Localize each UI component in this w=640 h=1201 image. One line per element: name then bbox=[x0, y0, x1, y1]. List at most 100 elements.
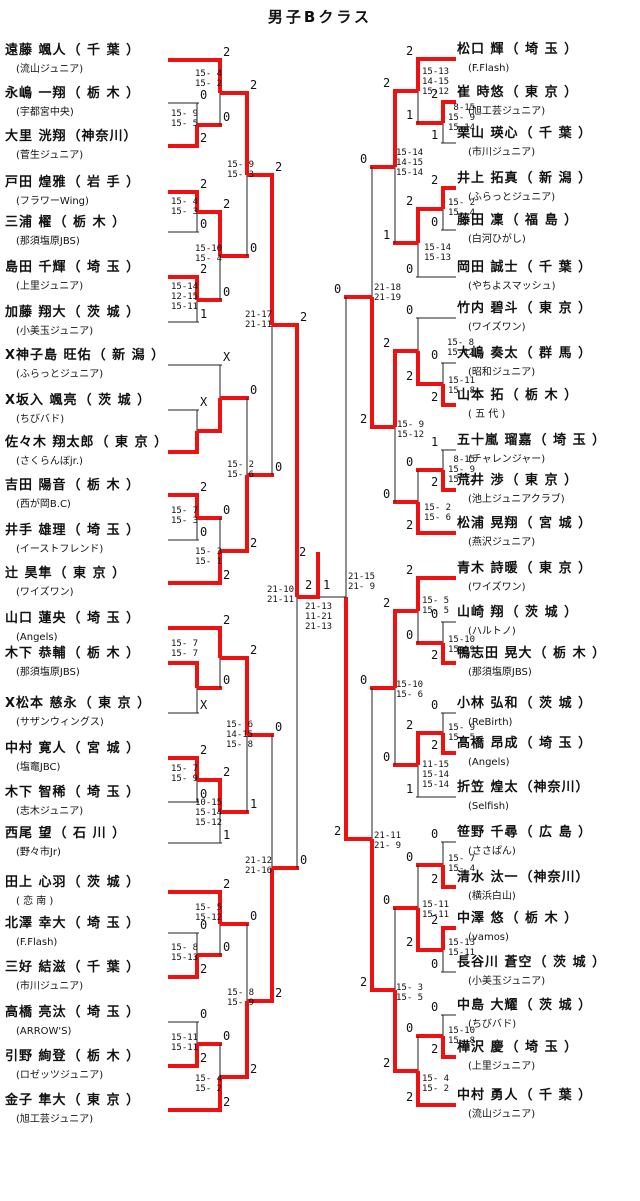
match-result-digit: 2 bbox=[275, 986, 283, 1000]
match-result-digit: 2 bbox=[406, 935, 414, 949]
player-club: (ロゼッツジュニア) bbox=[16, 1070, 104, 1081]
player-club: (ちびバド) bbox=[16, 414, 65, 425]
match-score: 15-11 bbox=[422, 910, 450, 920]
player-prefecture: （ 千 葉 ） bbox=[519, 1088, 593, 1103]
player-club: (横浜白山) bbox=[468, 891, 516, 902]
final-score: 21-13 bbox=[305, 602, 333, 612]
player-club: (さくらんぼjr.) bbox=[16, 456, 83, 467]
player-name: 長谷川 蒼空 bbox=[457, 955, 533, 970]
match-score: 15-10 bbox=[195, 244, 223, 254]
match-result-digit: 0 bbox=[383, 487, 391, 501]
player-prefecture: （ 石 川 ） bbox=[53, 826, 127, 841]
match-score: 15-14 bbox=[448, 123, 476, 133]
player-prefecture: （ 千 葉 ） bbox=[519, 260, 593, 275]
player-entry: 崔 時悠（ 東 京 ） bbox=[457, 85, 578, 100]
player-entry: 木下 恭輔（ 栃 木 ） bbox=[5, 646, 140, 661]
player-name: 中村 寛人 bbox=[5, 741, 67, 756]
player-club: (旭工芸ジュニア) bbox=[16, 1114, 94, 1125]
player-name: 中島 大耀 bbox=[457, 998, 519, 1013]
match-result-digit: 2 bbox=[223, 568, 231, 582]
player-prefecture: （ 茨 城 ） bbox=[519, 998, 593, 1013]
match-result-digit: 0 bbox=[360, 673, 368, 687]
player-entry: 荒井 渉（ 東 京 ） bbox=[457, 473, 578, 488]
match-result-digit: 0 bbox=[360, 152, 368, 166]
match-result-digit: 2 bbox=[200, 262, 208, 276]
player-name: 笹野 千尋 bbox=[457, 825, 519, 840]
match-result-digit: 2 bbox=[223, 1095, 231, 1109]
match-score: 21-10 bbox=[267, 585, 295, 595]
player-name: 井手 雄理 bbox=[5, 523, 67, 538]
player-prefecture: （ 東 京 ） bbox=[67, 1093, 141, 1108]
match-result-digit: 2 bbox=[431, 475, 439, 489]
player-entry: 竹内 碧斗（ 東 京 ） bbox=[457, 301, 592, 316]
player-club: (市川ジュニア) bbox=[16, 981, 84, 992]
player-club: (ささぱん) bbox=[468, 846, 516, 857]
player-name: 折笠 煌太 bbox=[457, 780, 519, 795]
player-club: (塩竈JBC) bbox=[16, 762, 61, 773]
player-prefecture: （ 茨 城 ） bbox=[519, 696, 593, 711]
player-club: (燕沢ジュニア) bbox=[468, 537, 536, 548]
match-result-digit: 0 bbox=[250, 241, 258, 255]
match-score: 15- 4 bbox=[448, 864, 476, 874]
match-result-digit: 0 bbox=[406, 850, 414, 864]
match-result-digit: 0 bbox=[431, 827, 439, 841]
player-name: 引野 絢登 bbox=[5, 1049, 67, 1064]
match-score: 15-13 bbox=[424, 253, 452, 263]
player-name: 大里 洸翔 bbox=[5, 129, 67, 144]
match-score: 21- 9 bbox=[374, 841, 402, 851]
match-result-digit: 2 bbox=[300, 310, 308, 324]
match-result-digit: 0 bbox=[431, 607, 439, 621]
match-score: 14-15 bbox=[226, 730, 254, 740]
player-prefecture: （神奈川） bbox=[519, 780, 590, 795]
player-prefecture: （ 千 葉 ） bbox=[67, 960, 141, 975]
player-entry: 加藤 翔大（ 茨 城 ） bbox=[5, 305, 140, 320]
match-result-digit: 0 bbox=[406, 303, 414, 317]
player-prefecture: （ 埼 玉 ） bbox=[533, 433, 607, 448]
player-entry: 三好 結滋（ 千 葉 ） bbox=[5, 960, 140, 975]
match-result-digit: 0 bbox=[383, 893, 391, 907]
match-result-digit: 2 bbox=[431, 1042, 439, 1056]
match-result-digit: 0 bbox=[223, 503, 231, 517]
match-score: 21-15 bbox=[348, 572, 376, 582]
player-entry: X神子島 旺佑（ 新 潟 ） bbox=[5, 348, 165, 363]
player-prefecture: （ 新 潟 ） bbox=[92, 348, 166, 363]
match-result-digit: 2 bbox=[406, 518, 414, 532]
player-club: (流山ジュニア) bbox=[16, 64, 84, 75]
match-result-digit: 2 bbox=[383, 336, 391, 350]
match-score: 15- 4 bbox=[195, 69, 223, 79]
player-prefecture: （ 埼 玉 ） bbox=[67, 523, 141, 538]
player-entry: 高橋 亮汰（ 埼 玉 ） bbox=[5, 1005, 140, 1020]
player-prefecture: （ 埼 玉 ） bbox=[519, 736, 593, 751]
match-result-digit: 2 bbox=[334, 824, 342, 838]
match-result-digit: 1 bbox=[383, 228, 391, 242]
player-name: 松浦 晃翔 bbox=[457, 516, 519, 531]
match-score: 15- 6 bbox=[424, 513, 452, 523]
match-result-digit: 0 bbox=[200, 217, 208, 231]
match-score: 15-12 bbox=[195, 818, 223, 828]
match-result-digit: 2 bbox=[406, 194, 414, 208]
match-score: 14-15 bbox=[396, 158, 424, 168]
match-score: 21-12 bbox=[245, 856, 273, 866]
match-score: 21-11 bbox=[267, 595, 295, 605]
match-result-digit: 0 bbox=[383, 750, 391, 764]
match-score: 15-14 bbox=[396, 168, 424, 178]
match-result-digit: 2 bbox=[360, 975, 368, 989]
player-entry: X坂入 颯亮（ 茨 城 ） bbox=[5, 393, 151, 408]
match-score: 15- 3 bbox=[396, 983, 424, 993]
player-club: (チャレンジャー) bbox=[468, 454, 546, 465]
match-result-digit: 1 bbox=[250, 797, 258, 811]
player-entry: 三浦 櫂（ 栃 木 ） bbox=[5, 215, 126, 230]
player-entry: 吉田 陽音（ 栃 木 ） bbox=[5, 478, 140, 493]
match-result-digit: 0 bbox=[431, 348, 439, 362]
player-prefecture: （ 茨 城 ） bbox=[78, 393, 152, 408]
match-score: 15-11 bbox=[422, 900, 450, 910]
match-result-digit: 2 bbox=[223, 765, 231, 779]
match-result-digit: 2 bbox=[223, 197, 231, 211]
match-score: 15- 4 bbox=[171, 197, 199, 207]
match-result-digit: 0 bbox=[406, 628, 414, 642]
match-score: 15- 7 bbox=[448, 854, 476, 864]
player-prefecture: （ 栃 木 ） bbox=[505, 911, 579, 926]
match-result-digit: 0 bbox=[200, 918, 208, 932]
player-name: 高橋 亮汰 bbox=[5, 1005, 67, 1020]
